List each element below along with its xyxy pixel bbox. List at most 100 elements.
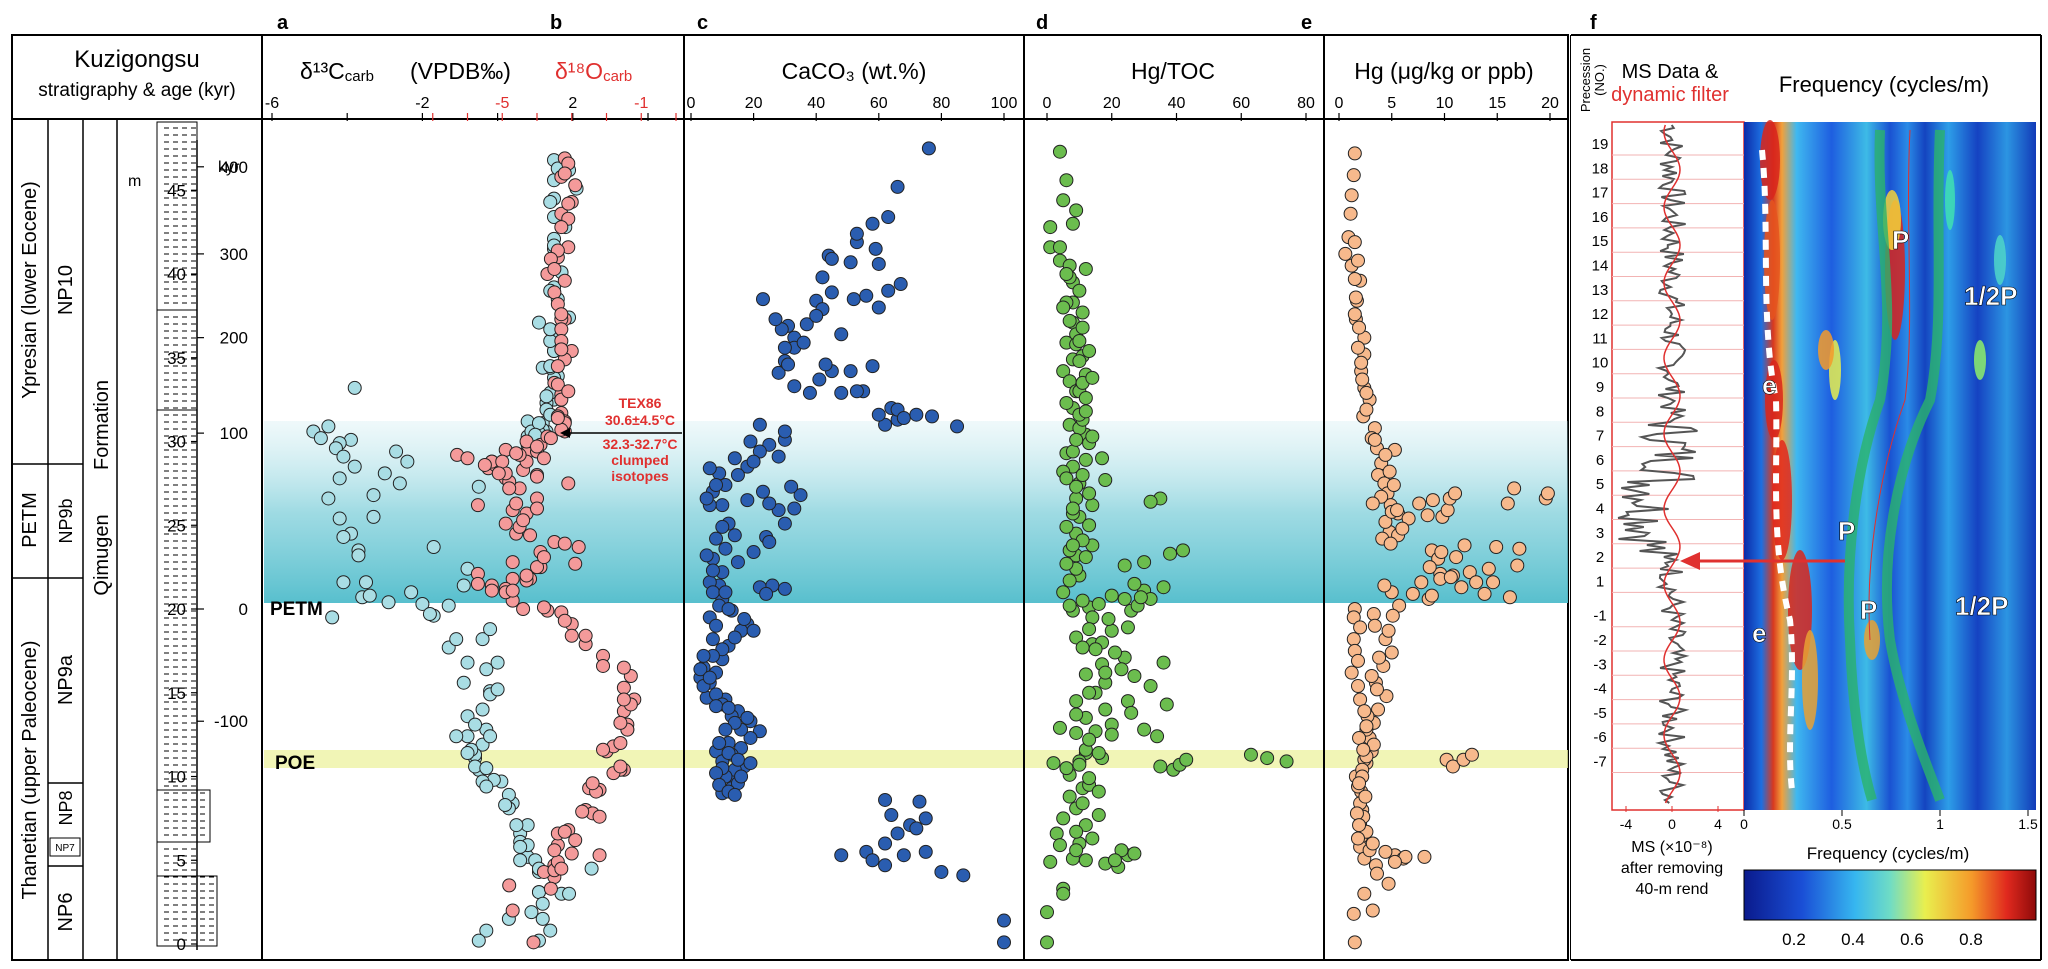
data-point-e xyxy=(1352,730,1367,745)
data-point-b xyxy=(470,498,485,513)
svg-text:30.6±4.5°C: 30.6±4.5°C xyxy=(605,412,675,428)
data-point-e xyxy=(1507,481,1522,496)
data-point-b xyxy=(543,881,558,896)
data-point-d xyxy=(1059,471,1074,486)
precession-number: -2 xyxy=(1593,632,1606,649)
data-point-b xyxy=(543,431,558,446)
data-point-d xyxy=(1043,220,1058,235)
data-point-e xyxy=(1462,565,1477,580)
colorbar-tick-label: 0.8 xyxy=(1959,930,1983,949)
data-point-e xyxy=(1365,496,1380,511)
precession-number: -1 xyxy=(1593,608,1606,625)
data-point-d xyxy=(1078,667,1093,682)
data-point-a xyxy=(347,459,362,474)
data-point-e xyxy=(1359,385,1374,400)
data-point-c xyxy=(693,662,708,677)
data-point-b xyxy=(516,602,531,616)
data-point-e xyxy=(1346,906,1361,921)
data-point-b xyxy=(561,476,576,491)
formation-name: Qimugen xyxy=(91,514,113,595)
data-point-b xyxy=(554,322,569,337)
data-point-e xyxy=(1378,447,1393,462)
x-tick-label-b: -1 xyxy=(634,95,648,112)
data-point-a xyxy=(404,585,419,600)
precession-number: 12 xyxy=(1592,306,1609,323)
panel-a-units: (VPDB‰) xyxy=(410,58,511,84)
data-point-b xyxy=(557,166,572,181)
ms-title-1: MS Data & xyxy=(1622,61,1719,83)
data-point-c xyxy=(715,642,730,657)
p-trace xyxy=(1843,129,1893,802)
data-point-b xyxy=(530,560,544,575)
data-point-c xyxy=(702,461,717,476)
precession-number: 16 xyxy=(1592,209,1609,226)
data-point-a xyxy=(468,717,483,732)
data-point-d xyxy=(1120,694,1135,709)
data-point-e xyxy=(1454,580,1469,595)
data-point-a xyxy=(389,444,404,459)
data-point-d xyxy=(1072,354,1087,369)
data-point-c xyxy=(746,623,761,638)
data-point-d xyxy=(1124,705,1139,720)
data-point-d xyxy=(1143,494,1158,509)
data-point-e xyxy=(1440,503,1455,518)
depth-tick-label: 35 xyxy=(167,349,186,368)
data-point-c xyxy=(909,407,924,422)
data-point-e xyxy=(1357,704,1372,719)
data-point-c xyxy=(752,417,767,432)
data-point-e xyxy=(1500,496,1515,511)
data-point-a xyxy=(415,596,430,611)
age-tick-label: 300 xyxy=(220,245,248,264)
data-point-c xyxy=(709,618,724,633)
x-tick-label-d: 0 xyxy=(1043,95,1052,112)
panel-c: CaCO₃ (wt.%) 0 20 40 60 80 100 xyxy=(687,35,1025,960)
data-point-e xyxy=(1417,849,1432,864)
data-point-d xyxy=(1075,320,1090,335)
age-unit-kyr: kyr xyxy=(218,159,240,176)
colorbar-tick-label: 0.6 xyxy=(1900,930,1924,949)
data-point-e xyxy=(1422,560,1437,575)
data-point-c xyxy=(746,454,761,469)
data-point-b xyxy=(575,804,590,819)
panel-letter-a: a xyxy=(277,12,289,34)
data-point-c xyxy=(774,322,789,337)
data-point-b xyxy=(596,742,611,757)
age-tick-label: 400 xyxy=(220,158,248,177)
data-point-d xyxy=(1065,216,1080,231)
data-point-e xyxy=(1384,645,1399,660)
data-point-b xyxy=(578,628,593,643)
data-point-c xyxy=(796,335,811,350)
data-point-e xyxy=(1486,575,1501,590)
x-tick-label-b: -5 xyxy=(495,95,509,112)
data-point-e xyxy=(1350,340,1365,355)
data-point-d xyxy=(1091,596,1106,611)
data-point-c xyxy=(846,292,861,307)
data-point-c xyxy=(878,858,893,873)
data-point-c xyxy=(881,283,896,298)
data-point-a xyxy=(351,548,366,563)
data-point-a xyxy=(524,905,539,920)
data-point-d xyxy=(1117,558,1132,573)
colorbar-tick-label: 0.2 xyxy=(1782,930,1806,949)
data-point-a xyxy=(321,419,336,434)
data-point-b xyxy=(536,451,551,466)
data-point-a xyxy=(543,194,558,209)
data-point-d xyxy=(1062,573,1077,588)
data-point-a xyxy=(362,588,377,603)
data-point-c xyxy=(718,541,733,556)
ms-tick-label: 0 xyxy=(1668,816,1676,832)
data-point-d xyxy=(1143,679,1158,694)
data-point-d xyxy=(1098,473,1113,488)
data-point-e xyxy=(1346,168,1361,183)
data-point-c xyxy=(843,255,858,270)
data-point-d xyxy=(1085,831,1100,846)
ms-xlabel-3: 40-m rend xyxy=(1636,881,1709,898)
x-tick-label-d: 20 xyxy=(1103,95,1121,112)
data-point-e xyxy=(1353,692,1368,707)
ms-tick-label: -4 xyxy=(1620,816,1633,832)
data-point-c xyxy=(699,548,714,563)
data-point-a xyxy=(513,853,528,868)
data-point-a xyxy=(509,818,524,833)
precession-number: 18 xyxy=(1592,160,1609,177)
data-point-e xyxy=(1355,372,1370,387)
